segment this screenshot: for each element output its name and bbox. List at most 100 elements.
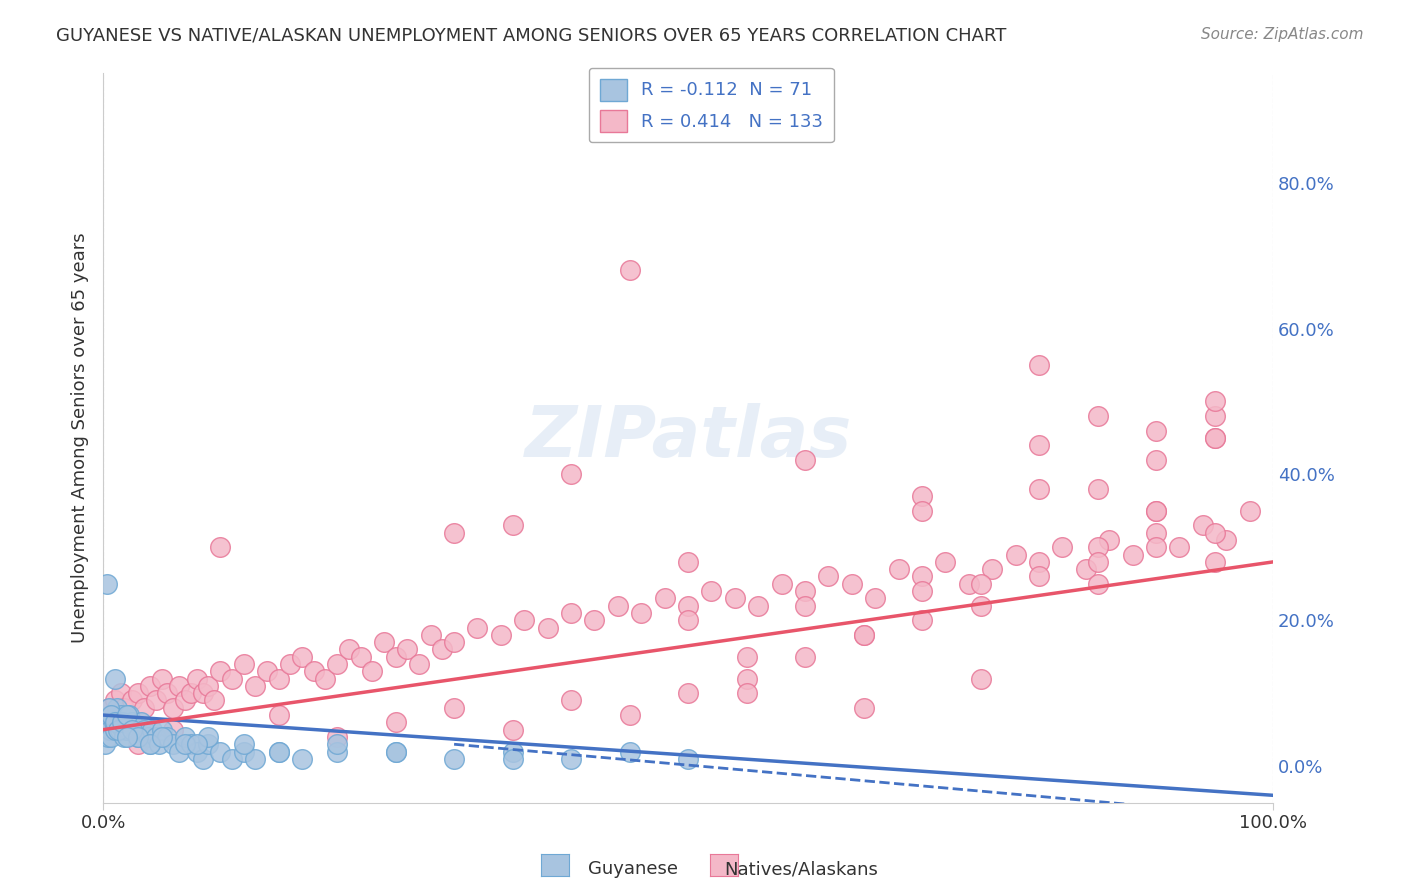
Point: [121, 723, 143, 737]
Point: [104, 693, 127, 707]
Point: [245, 752, 267, 766]
Point: [1204, 409, 1226, 423]
Point: [1087, 482, 1109, 496]
Point: [981, 562, 1004, 576]
Point: [513, 613, 536, 627]
Point: [105, 708, 128, 723]
Point: [267, 672, 290, 686]
Point: [162, 737, 184, 751]
Point: [132, 700, 155, 714]
Point: [1028, 555, 1050, 569]
Point: [676, 555, 699, 569]
Point: [911, 569, 934, 583]
Point: [232, 657, 254, 671]
Point: [111, 715, 134, 730]
Point: [1087, 409, 1109, 423]
Point: [676, 613, 699, 627]
Point: [145, 730, 167, 744]
Point: [1028, 569, 1050, 583]
Point: [139, 737, 162, 751]
Point: [98, 700, 121, 714]
Point: [502, 745, 524, 759]
Point: [384, 745, 406, 759]
Point: [1144, 452, 1167, 467]
Point: [630, 606, 652, 620]
Point: [105, 700, 128, 714]
Point: [1144, 525, 1167, 540]
Point: [110, 686, 132, 700]
Point: [654, 591, 676, 606]
Point: [267, 708, 290, 723]
Point: [443, 525, 465, 540]
Point: [209, 665, 232, 679]
Point: [384, 745, 406, 759]
Point: [197, 679, 219, 693]
Point: [145, 693, 167, 707]
Point: [852, 628, 875, 642]
Point: [361, 665, 384, 679]
Point: [115, 730, 138, 744]
Point: [1144, 504, 1167, 518]
Point: [408, 657, 430, 671]
Point: [1122, 548, 1144, 562]
Text: ZIPatlas: ZIPatlas: [524, 403, 852, 473]
Point: [202, 693, 225, 707]
Point: [1052, 541, 1074, 555]
Point: [373, 635, 395, 649]
Point: [162, 723, 184, 737]
Point: [125, 723, 148, 737]
Point: [619, 708, 641, 723]
Point: [150, 730, 173, 744]
Point: [107, 723, 129, 737]
Point: [115, 723, 138, 737]
Point: [167, 679, 190, 693]
Point: [108, 723, 131, 737]
Point: [110, 708, 132, 723]
Point: [502, 518, 524, 533]
Point: [911, 504, 934, 518]
Point: [326, 737, 349, 751]
Point: [156, 730, 179, 744]
Point: [1028, 358, 1050, 372]
Point: [186, 745, 208, 759]
Point: [150, 723, 173, 737]
Point: [167, 745, 190, 759]
Point: [150, 672, 173, 686]
Point: [969, 672, 991, 686]
Point: [1144, 541, 1167, 555]
Point: [700, 584, 723, 599]
Point: [560, 606, 582, 620]
Point: [467, 621, 489, 635]
Text: Natives/Alaskans: Natives/Alaskans: [724, 860, 879, 878]
Point: [302, 665, 325, 679]
Point: [1087, 555, 1109, 569]
Point: [969, 599, 991, 613]
Point: [111, 715, 134, 730]
Point: [127, 730, 149, 744]
Point: [619, 263, 641, 277]
Point: [129, 715, 152, 730]
Point: [191, 686, 214, 700]
Point: [100, 730, 122, 744]
Point: [1098, 533, 1121, 547]
Point: [794, 584, 817, 599]
Point: [98, 715, 121, 730]
Point: [489, 628, 512, 642]
Point: [197, 730, 219, 744]
Point: [291, 752, 314, 766]
Point: [747, 599, 769, 613]
Point: [1028, 482, 1050, 496]
Point: [232, 737, 254, 751]
Point: [101, 708, 124, 723]
Point: [139, 679, 162, 693]
Point: [537, 621, 560, 635]
Point: [676, 599, 699, 613]
Point: [98, 723, 121, 737]
Point: [887, 562, 910, 576]
Point: [98, 700, 121, 714]
Y-axis label: Unemployment Among Seniors over 65 years: Unemployment Among Seniors over 65 years: [72, 233, 89, 643]
Point: [209, 745, 232, 759]
Point: [103, 715, 125, 730]
Point: [104, 672, 127, 686]
Point: [197, 737, 219, 751]
